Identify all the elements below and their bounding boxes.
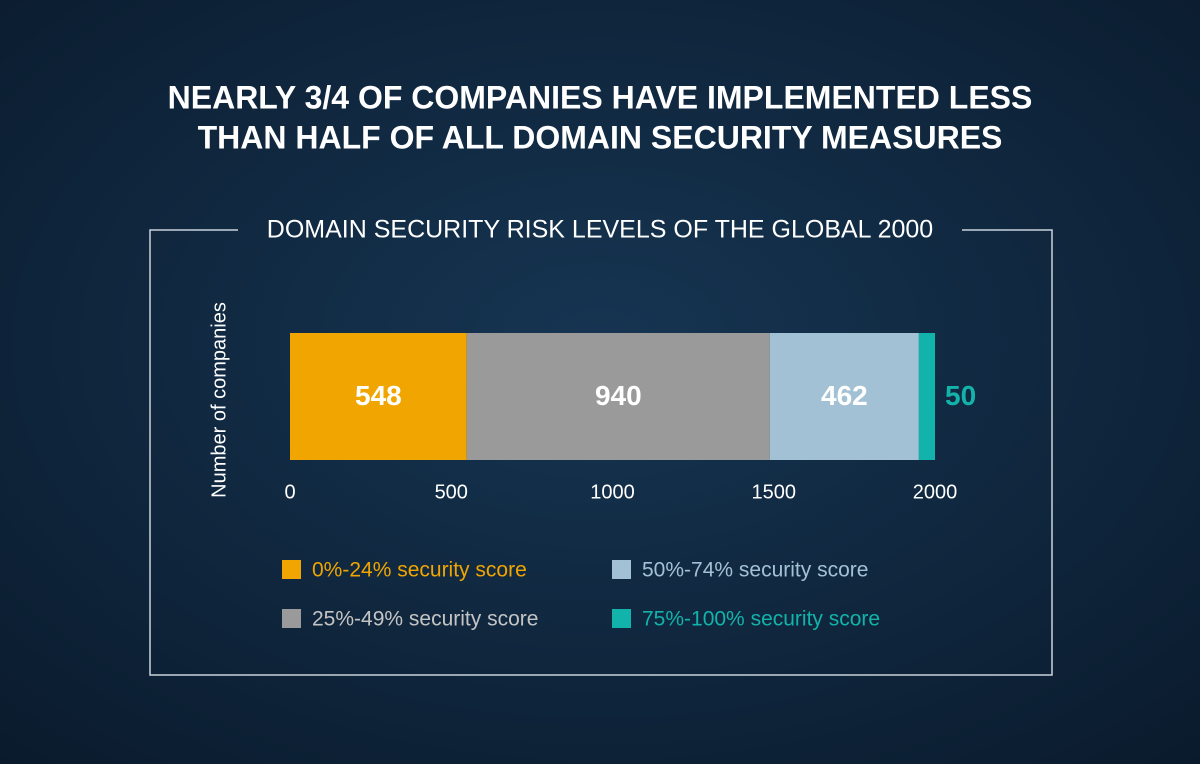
legend-swatch xyxy=(612,609,631,628)
legend-swatch xyxy=(282,560,301,579)
bar-segment xyxy=(290,333,467,460)
chart-title: THAN HALF OF ALL DOMAIN SECURITY MEASURE… xyxy=(198,119,1003,155)
legend-label: 75%-100% security score xyxy=(642,608,880,631)
axis-label: Number of companies xyxy=(208,302,230,498)
legend-label: 0%-24% security score xyxy=(312,559,527,582)
chart-title: NEARLY 3/4 OF COMPANIES HAVE IMPLEMENTED… xyxy=(168,79,1033,115)
legend-label: 25%-49% security score xyxy=(312,608,538,631)
legend-swatch xyxy=(282,609,301,628)
legend-swatch xyxy=(612,560,631,579)
x-tick-label: 1000 xyxy=(590,481,635,503)
value-label: 940 xyxy=(595,380,642,411)
bar-segment xyxy=(466,333,770,460)
bar-segment xyxy=(769,333,919,460)
x-tick-label: 2000 xyxy=(913,481,958,503)
legend-label: 50%-74% security score xyxy=(642,559,868,582)
chart-subtitle: DOMAIN SECURITY RISK LEVELS OF THE GLOBA… xyxy=(267,216,933,244)
value-label: 50 xyxy=(945,380,976,411)
x-tick-label: 0 xyxy=(284,481,295,503)
value-label: 548 xyxy=(355,380,402,411)
x-tick-label: 1500 xyxy=(752,481,797,503)
frame xyxy=(149,229,1053,676)
x-tick-label: 500 xyxy=(435,481,468,503)
bar-segment xyxy=(918,333,935,460)
value-label: 462 xyxy=(821,380,868,411)
